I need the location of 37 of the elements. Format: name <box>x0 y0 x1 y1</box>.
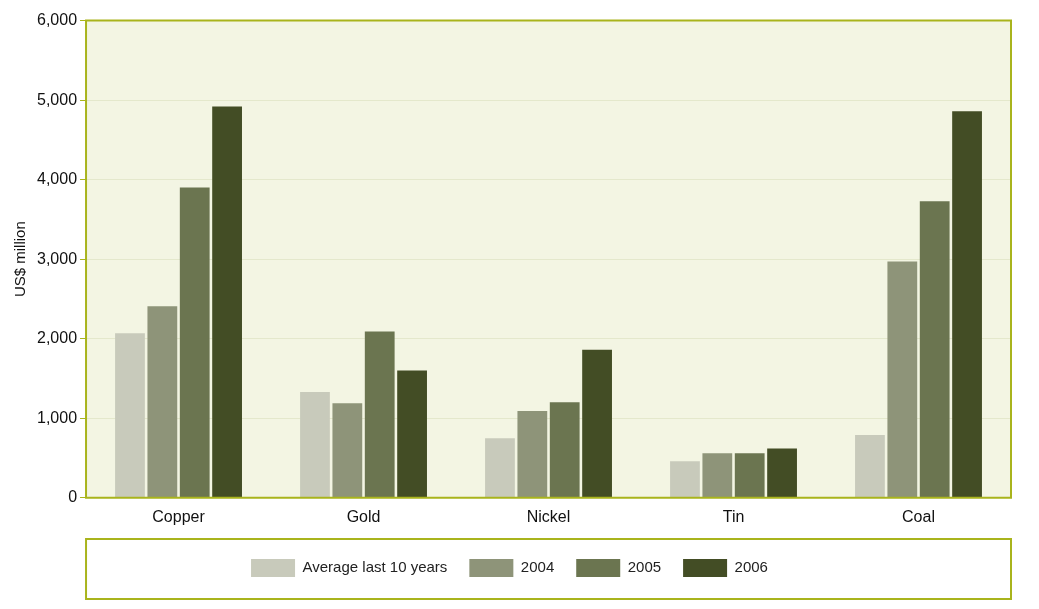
bar <box>582 349 612 498</box>
bar <box>887 261 918 498</box>
x-tick-label: Gold <box>346 507 381 525</box>
bar <box>517 411 548 498</box>
bar <box>364 331 395 498</box>
bar <box>855 434 885 498</box>
y-tick-label: 1,000 <box>36 408 78 426</box>
x-tick-label: Nickel <box>526 507 571 525</box>
bar <box>179 187 210 498</box>
x-tick-label: Copper <box>152 507 206 525</box>
y-tick-label: 3,000 <box>36 249 78 267</box>
bar <box>919 201 950 498</box>
bar <box>670 461 700 498</box>
bar <box>485 438 515 498</box>
bar <box>212 106 242 498</box>
y-tick-label: 2,000 <box>36 329 78 347</box>
bar <box>767 448 797 498</box>
y-tick-label: 5,000 <box>36 90 78 108</box>
bar <box>549 402 580 498</box>
bar <box>734 453 765 498</box>
bar <box>300 392 330 498</box>
bar <box>702 453 733 498</box>
legend-label: Average last 10 years <box>302 558 448 576</box>
y-axis-title: US$ million <box>11 221 29 298</box>
x-tick-label: Tin <box>722 507 745 525</box>
legend-label: 2006 <box>734 558 768 576</box>
legend-label: 2004 <box>520 558 555 576</box>
x-tick-label: Coal <box>902 507 935 525</box>
bar <box>332 403 363 498</box>
y-tick-label: 4,000 <box>36 170 78 188</box>
bar <box>397 370 427 498</box>
y-tick-label: 6,000 <box>36 11 78 29</box>
bar <box>115 333 145 498</box>
bar <box>952 111 982 498</box>
bar <box>147 306 178 498</box>
legend-label: 2005 <box>627 558 662 576</box>
y-tick-label: 0 <box>68 488 78 506</box>
